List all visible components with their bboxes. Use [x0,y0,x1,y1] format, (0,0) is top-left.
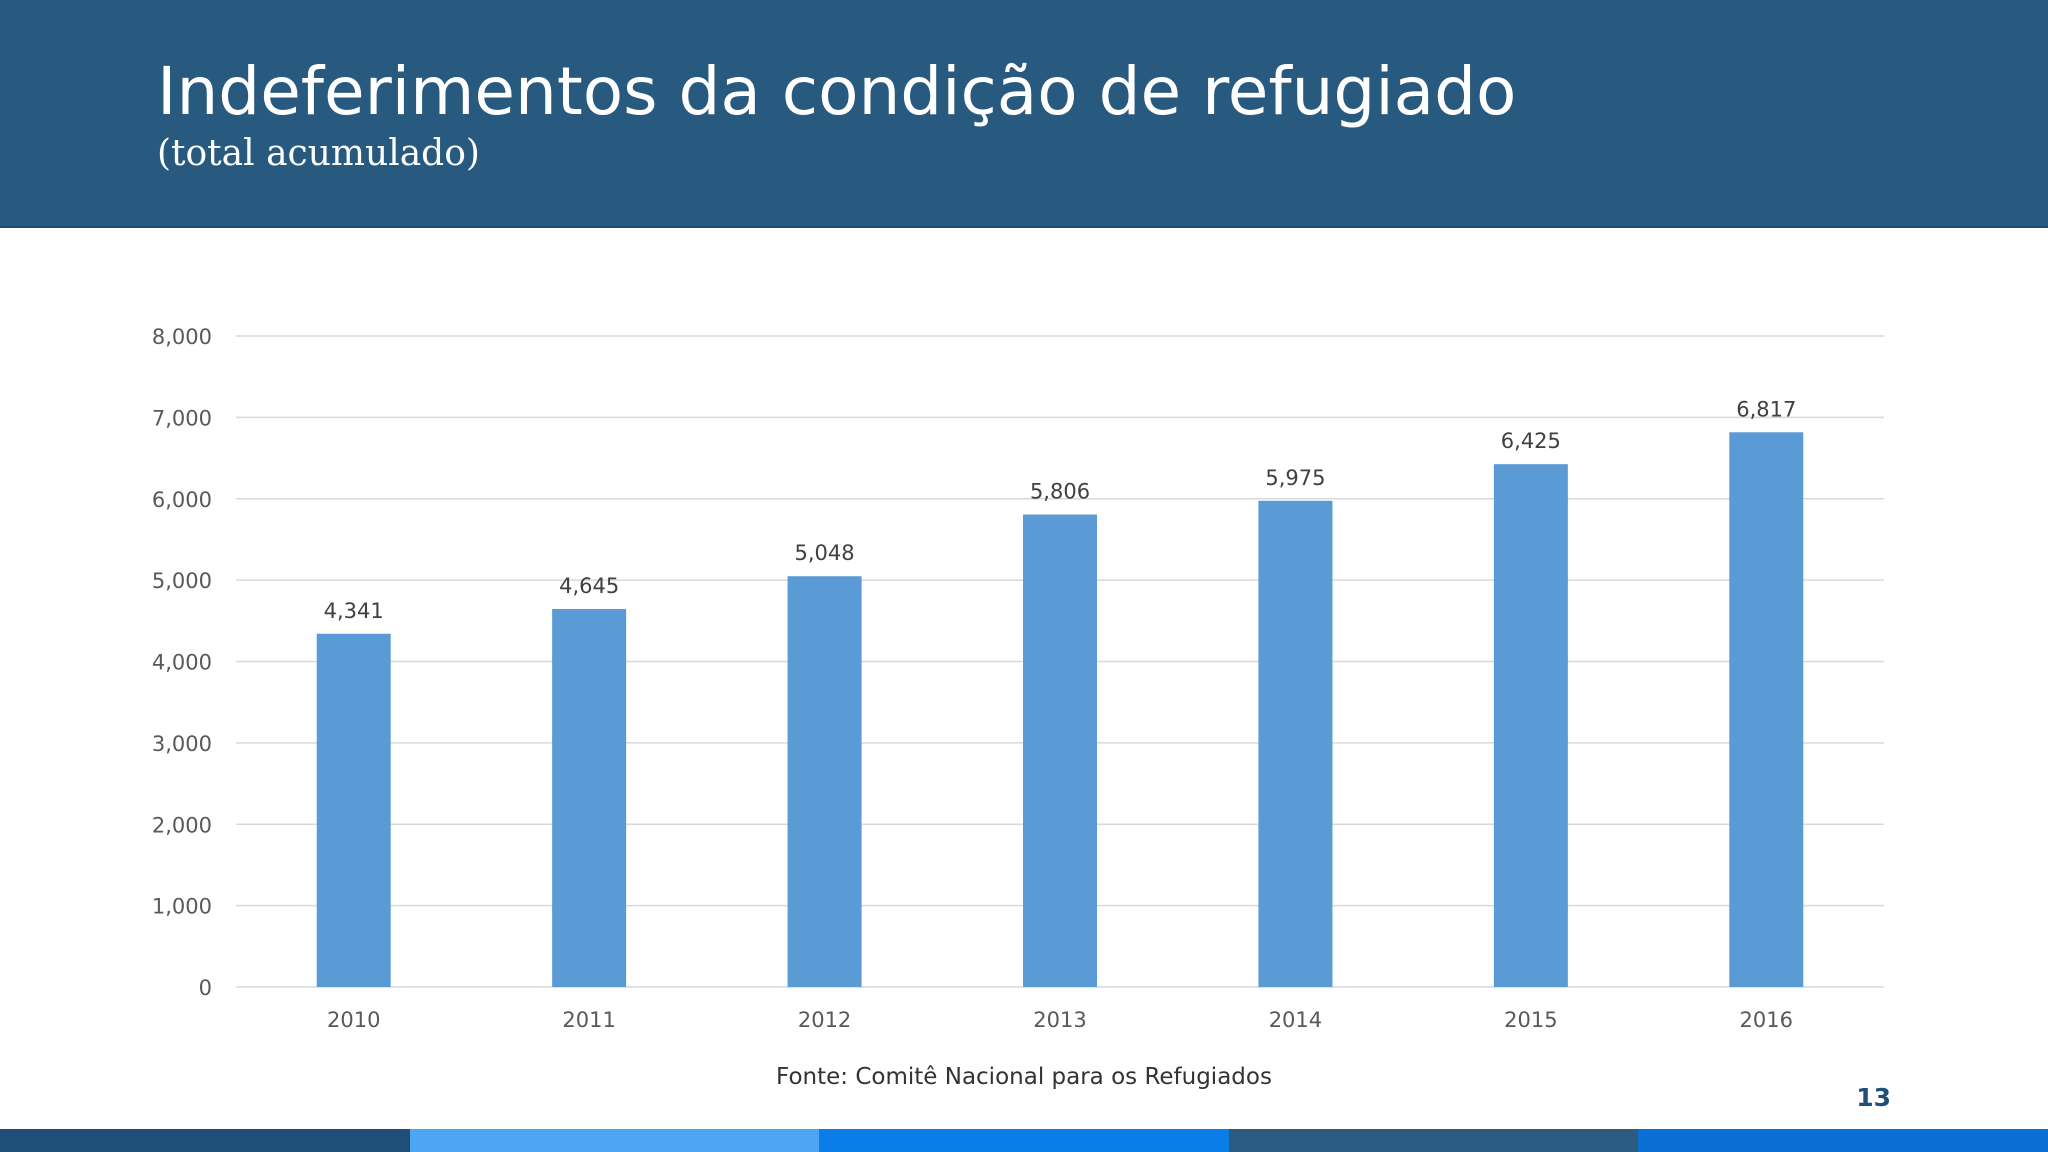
data-label: 6,817 [1736,397,1796,421]
y-tick-label: 1,000 [152,895,212,919]
x-axis-tick-labels: 2010 2011 2012 2013 2014 2015 2016 [327,1008,1793,1032]
y-tick-label: 5,000 [152,569,212,593]
footer-segment [1228,1129,1639,1152]
data-label: 5,048 [795,541,855,565]
bar-2010 [316,633,391,987]
y-tick-label: 2,000 [152,813,212,837]
footer-segment [819,1129,1229,1152]
data-label: 5,975 [1265,466,1325,490]
slide-title: Indeferimentos da condição de refugiado [157,53,1517,130]
x-tick-label: 2011 [562,1008,615,1032]
data-label: 4,645 [559,574,619,598]
footer-segment [1638,1129,2048,1152]
data-label: 6,425 [1501,429,1561,453]
footer-color-bar [0,1129,2048,1152]
bar-2016 [1729,432,1804,988]
bar-2015 [1493,464,1568,987]
bar-2012 [787,576,862,987]
y-tick-label: 7,000 [152,406,212,430]
page-number: 13 [1856,1083,1891,1112]
bar-2014 [1258,500,1333,987]
y-axis-tick-labels: 0 1,000 2,000 3,000 4,000 5,000 6,000 7,000 8,00… [152,325,212,1000]
x-tick-label: 2014 [1269,1008,1322,1032]
data-label: 5,806 [1030,480,1090,504]
data-label: 4,341 [324,599,384,623]
bar-2011 [552,609,627,987]
source-note: Fonte: Comitê Nacional para os Refugiado… [776,1064,1272,1090]
bar-2013 [1023,514,1097,987]
slide-subtitle: (total acumulado) [157,133,480,174]
y-tick-label: 6,000 [152,488,212,512]
x-tick-label: 2015 [1504,1008,1557,1032]
bars [316,432,1804,988]
x-tick-label: 2012 [798,1008,851,1032]
footer-segment [0,1129,410,1152]
y-tick-label: 3,000 [152,732,212,756]
x-tick-label: 2010 [327,1008,380,1032]
data-labels: 4,341 4,645 5,048 5,806 5,975 6,425 6,817 [324,397,1797,622]
x-tick-label: 2016 [1740,1008,1793,1032]
footer-segment [409,1129,820,1152]
y-tick-label: 4,000 [152,651,212,675]
y-tick-label: 0 [199,976,212,1000]
slide-header: Indeferimentos da condição de refugiado … [0,0,2048,228]
x-tick-label: 2013 [1033,1008,1086,1032]
y-tick-label: 8,000 [152,325,212,349]
